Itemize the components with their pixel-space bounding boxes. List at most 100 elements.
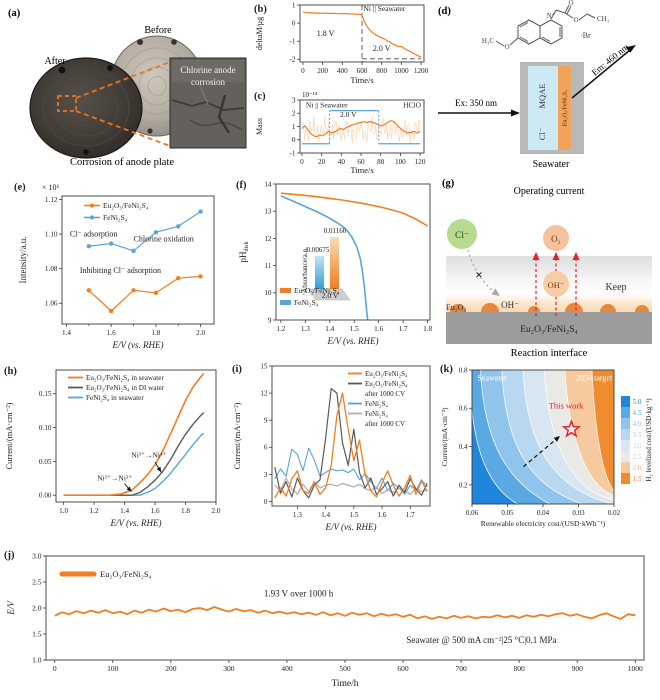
y-tick-label: -2 bbox=[290, 56, 296, 64]
data-point bbox=[131, 288, 136, 293]
legend-label: FeNi₂S₄ in seawater bbox=[86, 394, 144, 402]
panel-g-caption: Reaction interface bbox=[511, 348, 588, 359]
label-2050-target: 2050 target bbox=[576, 374, 613, 383]
before-label: Before bbox=[144, 25, 172, 36]
panel-f: 1.2 1.3 1.4 1.5 1.6 1.7 1.8 9 10 11 12 13 14 E/V (vs.… bbox=[230, 172, 438, 360]
annotation-cl-adsorption: Cl⁻ adsorption bbox=[70, 230, 118, 239]
annotation-inhibiting: Inhibiting Cl⁻ adsorption bbox=[80, 266, 161, 275]
panel-c: 0 20 40 60 80 100 120 -1 0 1 2 3 Time/s Mass 10⁻¹⁴ Ni |… bbox=[250, 87, 432, 174]
colorbar-title: H₂ levelized cost/(USD·kg⁻¹) bbox=[645, 398, 653, 482]
colorbar-tick-label: 2.5 bbox=[633, 453, 642, 461]
plate-hole bbox=[83, 149, 89, 155]
colorbar-swatch bbox=[621, 451, 630, 462]
series-Eu2O3/FeNi2S4 DI bbox=[63, 412, 205, 496]
x-tick-label: 800 bbox=[514, 664, 526, 673]
y-axis-label: pHdisk bbox=[238, 241, 250, 262]
y-tick-label: 13 bbox=[264, 208, 272, 216]
y-tick-label: 0.2 bbox=[459, 481, 468, 489]
colorbar-swatch bbox=[621, 429, 630, 440]
inset-bar-eu2o3 bbox=[330, 237, 339, 289]
contour-line bbox=[564, 369, 615, 496]
plot-frame bbox=[271, 365, 431, 507]
bond bbox=[495, 40, 505, 47]
plate-hole bbox=[171, 39, 177, 45]
legend-label: FeNi₂S₄ bbox=[365, 400, 388, 408]
em-arrow-line bbox=[571, 49, 631, 99]
o2-text: O₂ bbox=[551, 234, 561, 244]
contour-line bbox=[522, 369, 613, 505]
bump bbox=[635, 305, 649, 312]
em-label: Em: 460 nm bbox=[590, 42, 631, 78]
x-tick-label: 0.04 bbox=[537, 509, 550, 517]
mqae-label: MQAE bbox=[537, 83, 547, 108]
ex-label: Ex: 350 nm bbox=[455, 98, 497, 108]
data-point bbox=[176, 224, 181, 229]
plate-ring bbox=[53, 79, 119, 137]
x-tick-label: 500 bbox=[339, 664, 351, 673]
y-tick-label: 15 bbox=[260, 362, 268, 370]
y-tick-label: 1.5 bbox=[32, 629, 42, 638]
inset-texture bbox=[199, 85, 209, 105]
after-plate bbox=[29, 57, 143, 159]
trend-arrow-head bbox=[553, 436, 561, 442]
inset-voltage: 2.0 V bbox=[322, 291, 339, 300]
series-Eu2O3/FeNi2S4 bbox=[274, 392, 428, 499]
current-arrowhead bbox=[532, 252, 540, 260]
data-point bbox=[153, 230, 159, 235]
pyridinium-ring bbox=[539, 19, 563, 45]
bond bbox=[564, 4, 570, 14]
y-exponent: × 10⁶ bbox=[42, 183, 60, 192]
catalyst-label: Eu₂O₃/FeNi₂S₄ bbox=[563, 90, 569, 126]
y-axis-label: Current/(mA·cm⁻²) bbox=[232, 402, 242, 469]
legend-marker bbox=[89, 215, 95, 220]
bump bbox=[565, 303, 583, 312]
inset-axis-label: Absorbance/a.u. bbox=[301, 247, 309, 293]
legend-label: Eu₂O₃/FeNi₂S₄ bbox=[365, 380, 408, 388]
y-tick-label: 2 bbox=[292, 110, 296, 118]
annotation-chlorine-oxidation: Chlorine oxidation bbox=[134, 234, 194, 243]
label-this-work: This work bbox=[549, 400, 584, 410]
y-tick-label: 0.4 bbox=[459, 443, 468, 451]
x-tick-label: 1.8 bbox=[423, 325, 432, 333]
x-tick-label: 120 bbox=[415, 158, 426, 166]
o2-circle bbox=[543, 225, 569, 251]
y-axis-label: Intensity/a.u. bbox=[18, 237, 28, 284]
annotation-condition: Ni || Seawater bbox=[363, 4, 405, 13]
contour-line bbox=[480, 369, 551, 505]
y-tick-label: 2.5 bbox=[32, 577, 42, 586]
x-tick-label: 1.2 bbox=[90, 507, 99, 515]
panel-d-label: (d) bbox=[438, 6, 451, 17]
oh-text: OH⁻ bbox=[548, 280, 565, 290]
y-tick-label: 9 bbox=[264, 417, 268, 425]
ch3-label: CH₃ bbox=[597, 15, 610, 23]
bond bbox=[509, 37, 519, 46]
data-point bbox=[153, 290, 159, 296]
x-tick-label: 1.4 bbox=[62, 329, 71, 337]
y-axis-label: Current/(mA·cm⁻²) bbox=[440, 407, 449, 467]
annotation-ni3-ni4: Ni³⁺→Ni⁴⁺ bbox=[131, 450, 166, 459]
series-Eu2O3/FeNi2S4 bbox=[88, 275, 201, 312]
data-point bbox=[86, 243, 92, 249]
y-tick-label: 3 bbox=[292, 96, 296, 104]
inset-texture bbox=[172, 60, 244, 82]
y-tick-label: -1 bbox=[290, 38, 296, 46]
x-tick-label: 1.6 bbox=[374, 325, 383, 333]
data-point bbox=[86, 288, 92, 293]
data-point bbox=[108, 241, 114, 246]
cl-circle bbox=[447, 219, 477, 249]
x-tick-label: 100 bbox=[395, 158, 406, 166]
x-tick-label: 0 bbox=[301, 67, 305, 75]
y-tick-label: 0 bbox=[264, 498, 268, 506]
zoom-region-box bbox=[57, 95, 77, 112]
legend-label: FeNi₂S₄ bbox=[294, 298, 319, 307]
x-tick-label: 1.6 bbox=[107, 329, 116, 337]
x-axis-label: E/V (vs. RHE) bbox=[111, 340, 163, 350]
inset-texture bbox=[171, 99, 245, 112]
oh-surface-label: OH⁻ bbox=[501, 300, 519, 310]
data-point bbox=[198, 209, 203, 214]
keep-label: Keep bbox=[605, 282, 626, 293]
plate-ring bbox=[147, 76, 167, 96]
current-arrowhead bbox=[552, 252, 560, 260]
legend-label: Eu₂O₃/FeNi₂S₄ in DI water bbox=[86, 384, 165, 392]
